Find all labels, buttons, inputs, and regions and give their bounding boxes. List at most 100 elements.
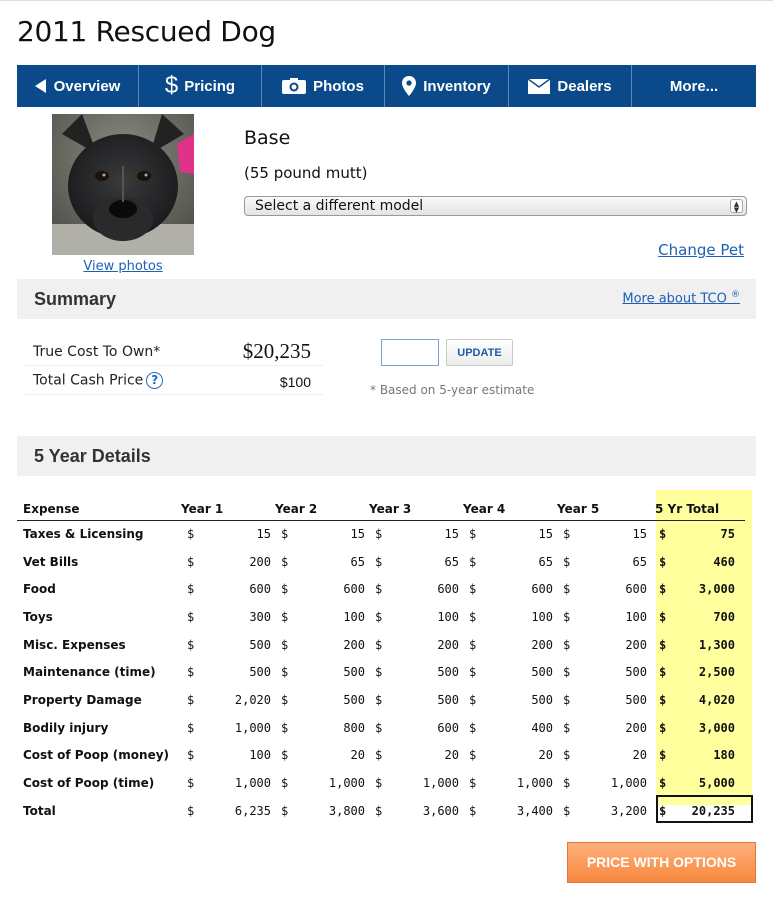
currency-sign: $ — [187, 665, 195, 680]
currency-sign: $ — [563, 776, 571, 791]
details-header-row: Expense Year 1 Year 2 Year 3 Year 4 Year… — [17, 498, 745, 521]
help-icon[interactable]: ? — [146, 372, 164, 389]
currency-sign: $ — [469, 665, 477, 680]
nav-more[interactable]: More... — [632, 65, 756, 107]
year-1-value: 200 — [249, 554, 271, 569]
page-title: 2011 Rescued Dog — [17, 15, 276, 48]
estimate-note: * Based on 5-year estimate — [370, 383, 535, 397]
year-4-value: 400 — [531, 720, 553, 735]
currency-sign: $ — [281, 692, 289, 707]
currency-sign: $ — [375, 803, 383, 818]
currency-sign: $ — [187, 748, 195, 763]
year-5-value: 500 — [625, 665, 647, 680]
currency-sign: $ — [563, 609, 571, 624]
currency-sign: $ — [659, 609, 667, 624]
currency-sign: $ — [563, 692, 571, 707]
expense-label: Taxes & Licensing — [23, 527, 144, 542]
pet-photo[interactable] — [52, 114, 194, 255]
year-4-value: 500 — [531, 692, 553, 707]
year-4-value: 100 — [531, 609, 553, 624]
currency-sign: $ — [659, 582, 667, 597]
view-photos-link[interactable]: View photos — [83, 259, 163, 274]
update-button[interactable]: UPDATE — [446, 339, 513, 366]
top-nav: Overview $ Pricing Photos Inventory Deal… — [17, 65, 756, 107]
zip-input[interactable] — [381, 339, 439, 366]
currency-sign: $ — [375, 637, 383, 652]
year-1-value: 1,000 — [234, 776, 271, 791]
table-row: Taxes & Licensing $15 $15 $15 $15 $15 $75 — [17, 520, 745, 548]
col-year-3: Year 3 — [367, 498, 461, 521]
five-year-total-value: 3,000 — [698, 582, 735, 597]
currency-sign: $ — [281, 776, 289, 791]
table-row: Food $600 $600 $600 $600 $600 $3,000 — [17, 575, 745, 603]
nav-dealers-label: Dealers — [557, 77, 612, 95]
cash-price-label: Total Cash Price — [33, 372, 144, 389]
year-3-value: 1,000 — [422, 776, 459, 791]
year-2-value: 500 — [343, 692, 365, 707]
five-year-total-value: 75 — [720, 527, 735, 542]
nav-inventory[interactable]: Inventory — [385, 65, 509, 107]
expense-label: Vet Bills — [23, 554, 79, 569]
year-4-value: 500 — [531, 665, 553, 680]
model-select[interactable]: Select a different model ▲ ▼ — [244, 196, 747, 216]
model-description: (55 pound mutt) — [244, 164, 368, 182]
table-row: Total $6,235 $3,800 $3,600 $3,400 $3,200 $20,2… — [17, 797, 745, 825]
table-row: Vet Bills $200 $65 $65 $65 $65 $460 — [17, 548, 745, 576]
grand-total-box — [656, 795, 753, 823]
year-5-value: 200 — [625, 637, 647, 652]
change-pet-link[interactable]: Change Pet — [658, 241, 744, 259]
year-4-value: 200 — [531, 637, 553, 652]
expense-label: Total — [23, 803, 56, 818]
year-4-value: 20 — [538, 748, 553, 763]
table-row: Misc. Expenses $500 $200 $200 $200 $200 $1,300 — [17, 631, 745, 659]
year-3-value: 20 — [444, 748, 459, 763]
expense-label: Cost of Poop (time) — [23, 776, 155, 791]
currency-sign: $ — [187, 637, 195, 652]
dollar-icon: $ — [164, 72, 179, 99]
currency-sign: $ — [187, 582, 195, 597]
expense-label: Toys — [23, 609, 53, 624]
nav-photos-label: Photos — [313, 77, 364, 95]
currency-sign: $ — [469, 776, 477, 791]
col-5yr-total: 5 Yr Total — [649, 498, 745, 521]
table-row: Maintenance (time) $500 $500 $500 $500 $500 $2… — [17, 658, 745, 686]
currency-sign: $ — [187, 776, 195, 791]
nav-photos[interactable]: Photos — [262, 65, 385, 107]
col-year-5: Year 5 — [555, 498, 649, 521]
currency-sign: $ — [659, 803, 667, 818]
price-with-options-button[interactable]: PRICE WITH OPTIONS — [567, 842, 756, 883]
nav-dealers[interactable]: Dealers — [509, 65, 632, 107]
currency-sign: $ — [281, 665, 289, 680]
nav-overview[interactable]: Overview — [17, 65, 139, 107]
year-5-value: 3,200 — [610, 803, 647, 818]
currency-sign: $ — [659, 776, 667, 791]
nav-pricing[interactable]: $ Pricing — [139, 65, 262, 107]
year-2-value: 3,800 — [328, 803, 365, 818]
year-3-value: 200 — [437, 637, 459, 652]
year-4-value: 600 — [531, 582, 553, 597]
currency-sign: $ — [187, 527, 195, 542]
five-year-total-value: 2,500 — [698, 665, 735, 680]
year-5-value: 500 — [625, 692, 647, 707]
five-year-total-value: 1,300 — [698, 637, 735, 652]
nav-more-label: More... — [669, 77, 719, 95]
year-5-value: 15 — [632, 527, 647, 542]
currency-sign: $ — [375, 748, 383, 763]
year-2-value: 600 — [343, 582, 365, 597]
year-4-value: 15 — [538, 527, 553, 542]
total-column-highlight — [656, 490, 752, 805]
currency-sign: $ — [281, 527, 289, 542]
expense-label: Bodily injury — [23, 720, 109, 735]
year-1-value: 300 — [249, 609, 271, 624]
more-about-tco-link[interactable]: More about TCO ® — [622, 290, 740, 306]
currency-sign: $ — [281, 582, 289, 597]
year-5-value: 1,000 — [610, 776, 647, 791]
cash-price-value: $100 — [279, 374, 311, 390]
expense-label: Food — [23, 582, 56, 597]
five-year-total-value: 180 — [713, 748, 735, 763]
currency-sign: $ — [375, 720, 383, 735]
table-row: Toys $300 $100 $100 $100 $100 $700 — [17, 603, 745, 631]
year-1-value: 500 — [249, 665, 271, 680]
table-row: Bodily injury $1,000 $800 $600 $400 $200 $3,00… — [17, 714, 745, 742]
currency-sign: $ — [469, 637, 477, 652]
